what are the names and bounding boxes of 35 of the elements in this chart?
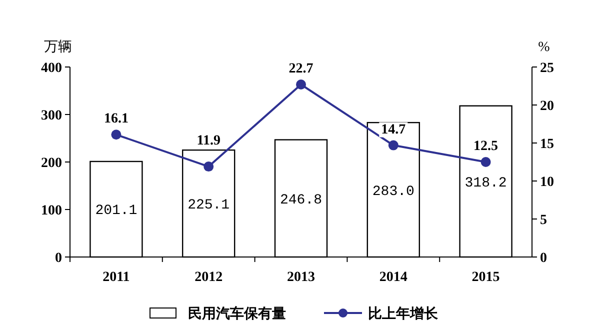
y-tick-label: 0 [55,251,62,266]
y2-tick-label: 15 [540,137,554,152]
data-label: 225.1 [188,198,230,214]
y2-tick-label: 20 [540,99,554,114]
x-tick-label: 2011 [102,270,130,285]
data-label: 22.7 [288,61,314,76]
y-tick-label: 300 [41,108,62,124]
data-label: 246.8 [280,192,322,208]
x-tick-label: 2013 [287,270,315,285]
data-label: 16.1 [104,112,128,127]
data-label: 11.9 [196,134,220,149]
data-label: 283.0 [372,184,414,200]
y2-axis-title: % [538,40,550,55]
legend-label: 民用汽车保有量 [188,305,286,322]
data-label: 201.1 [95,203,138,220]
point [111,130,122,140]
y2-tick-label: 10 [540,175,554,190]
y-tick-label: 400 [41,61,62,76]
y-axis-title: 万辆 [44,39,72,55]
point [480,157,491,167]
y2-tick-label: 25 [540,61,554,76]
y-tick-label: 100 [41,204,62,218]
point [388,140,398,150]
y2-tick-label: 0 [540,251,547,266]
x-tick-label: 2012 [194,270,223,285]
y-tick-label: 200 [41,156,62,171]
data-label: 14.7 [381,122,406,138]
x-tick-label: 2015 [472,270,500,285]
legend-label: 比上年增长 [368,306,439,322]
y2-tick-label: 5 [540,213,547,228]
point [204,162,214,172]
x-tick-label: 2014 [379,270,408,285]
data-label: 12.5 [474,139,498,154]
data-label: 318.2 [464,175,507,192]
point [296,79,306,90]
